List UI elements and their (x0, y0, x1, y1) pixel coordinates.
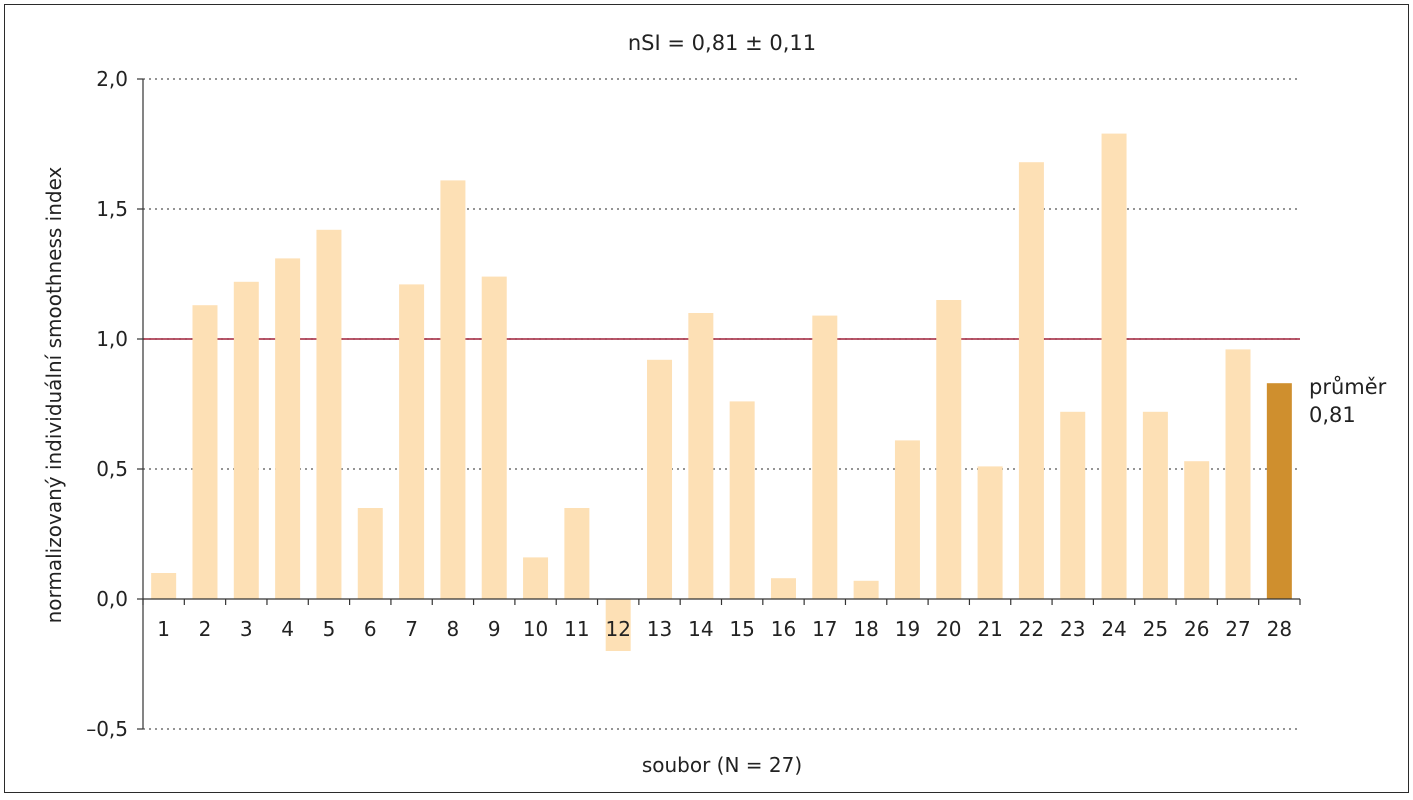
bar (316, 229, 342, 600)
mean-annotation-label: průměr (1309, 375, 1387, 399)
y-tick-label: 2,0 (96, 67, 128, 91)
bar (275, 258, 301, 599)
x-tick-label: 23 (1060, 617, 1085, 641)
bar (647, 359, 673, 599)
x-tick-label: 14 (688, 617, 713, 641)
bar (936, 300, 962, 599)
bar (564, 508, 590, 599)
bar (481, 276, 507, 599)
x-tick-label: 22 (1019, 617, 1044, 641)
y-tick-label: 1,0 (96, 327, 128, 351)
x-tick-label: 4 (281, 617, 294, 641)
x-tick-label: 16 (771, 617, 796, 641)
x-tick-label: 12 (605, 617, 630, 641)
x-tick-label: 9 (488, 617, 501, 641)
x-tick-label: 21 (977, 617, 1002, 641)
bar (1018, 162, 1044, 599)
bar (894, 440, 920, 599)
y-tick-label: 1,5 (96, 197, 128, 221)
x-axis-title: soubor (N = 27) (642, 753, 802, 777)
x-tick-label: 25 (1143, 617, 1168, 641)
x-tick-label: 1 (157, 617, 170, 641)
x-tick-label: 10 (523, 617, 548, 641)
bar (151, 573, 177, 599)
y-tick-labels: 2,0 1,5 1,0 0,5 0,0 –0,5 (86, 67, 128, 741)
bar (523, 557, 549, 599)
x-tick-label: 20 (936, 617, 961, 641)
mean-bar (1266, 383, 1292, 599)
bar (853, 580, 879, 599)
bar (1101, 133, 1127, 599)
bar (729, 401, 755, 599)
y-tick-label: 0,0 (96, 587, 128, 611)
x-tick-label: 24 (1101, 617, 1126, 641)
bar (233, 281, 259, 599)
bar (688, 313, 714, 599)
x-tick-label: 11 (564, 617, 589, 641)
x-tick-label: 8 (447, 617, 460, 641)
bar (605, 599, 631, 651)
x-tick-label: 28 (1267, 617, 1292, 641)
bar (770, 578, 796, 599)
bar (399, 284, 425, 599)
x-tick-label: 26 (1184, 617, 1209, 641)
bar (1225, 349, 1251, 599)
bar (440, 180, 466, 599)
x-tick-labels: 1 2 3 4 5 6 7 8 9 10 11 12 13 14 15 16 17 18 19 20 21 22 23 24 2… (157, 617, 1292, 641)
bar (1060, 411, 1086, 599)
x-tick-label: 27 (1225, 617, 1250, 641)
axes-group (137, 78, 1301, 730)
y-tick-label: –0,5 (86, 717, 128, 741)
bars-group (151, 133, 1292, 651)
bar (1142, 411, 1168, 599)
x-tick-label: 3 (240, 617, 253, 641)
x-tick-label: 6 (364, 617, 377, 641)
x-tick-label: 7 (405, 617, 418, 641)
y-axis-title: normalizovaný individuální smoothness in… (42, 166, 66, 623)
bar (1184, 461, 1210, 599)
x-tick-label: 13 (647, 617, 672, 641)
bar (357, 508, 383, 599)
bar (977, 466, 1003, 599)
x-tick-label: 18 (853, 617, 878, 641)
bar (192, 305, 218, 599)
y-tick-label: 0,5 (96, 457, 128, 481)
x-tick-label: 19 (895, 617, 920, 641)
x-tick-label: 5 (323, 617, 336, 641)
bar (812, 315, 838, 599)
mean-annotation-value: 0,81 (1309, 403, 1356, 427)
x-tick-label: 15 (729, 617, 754, 641)
x-tick-label: 17 (812, 617, 837, 641)
chart-title: nSI = 0,81 ± 0,11 (628, 31, 816, 55)
x-tick-label: 2 (199, 617, 212, 641)
